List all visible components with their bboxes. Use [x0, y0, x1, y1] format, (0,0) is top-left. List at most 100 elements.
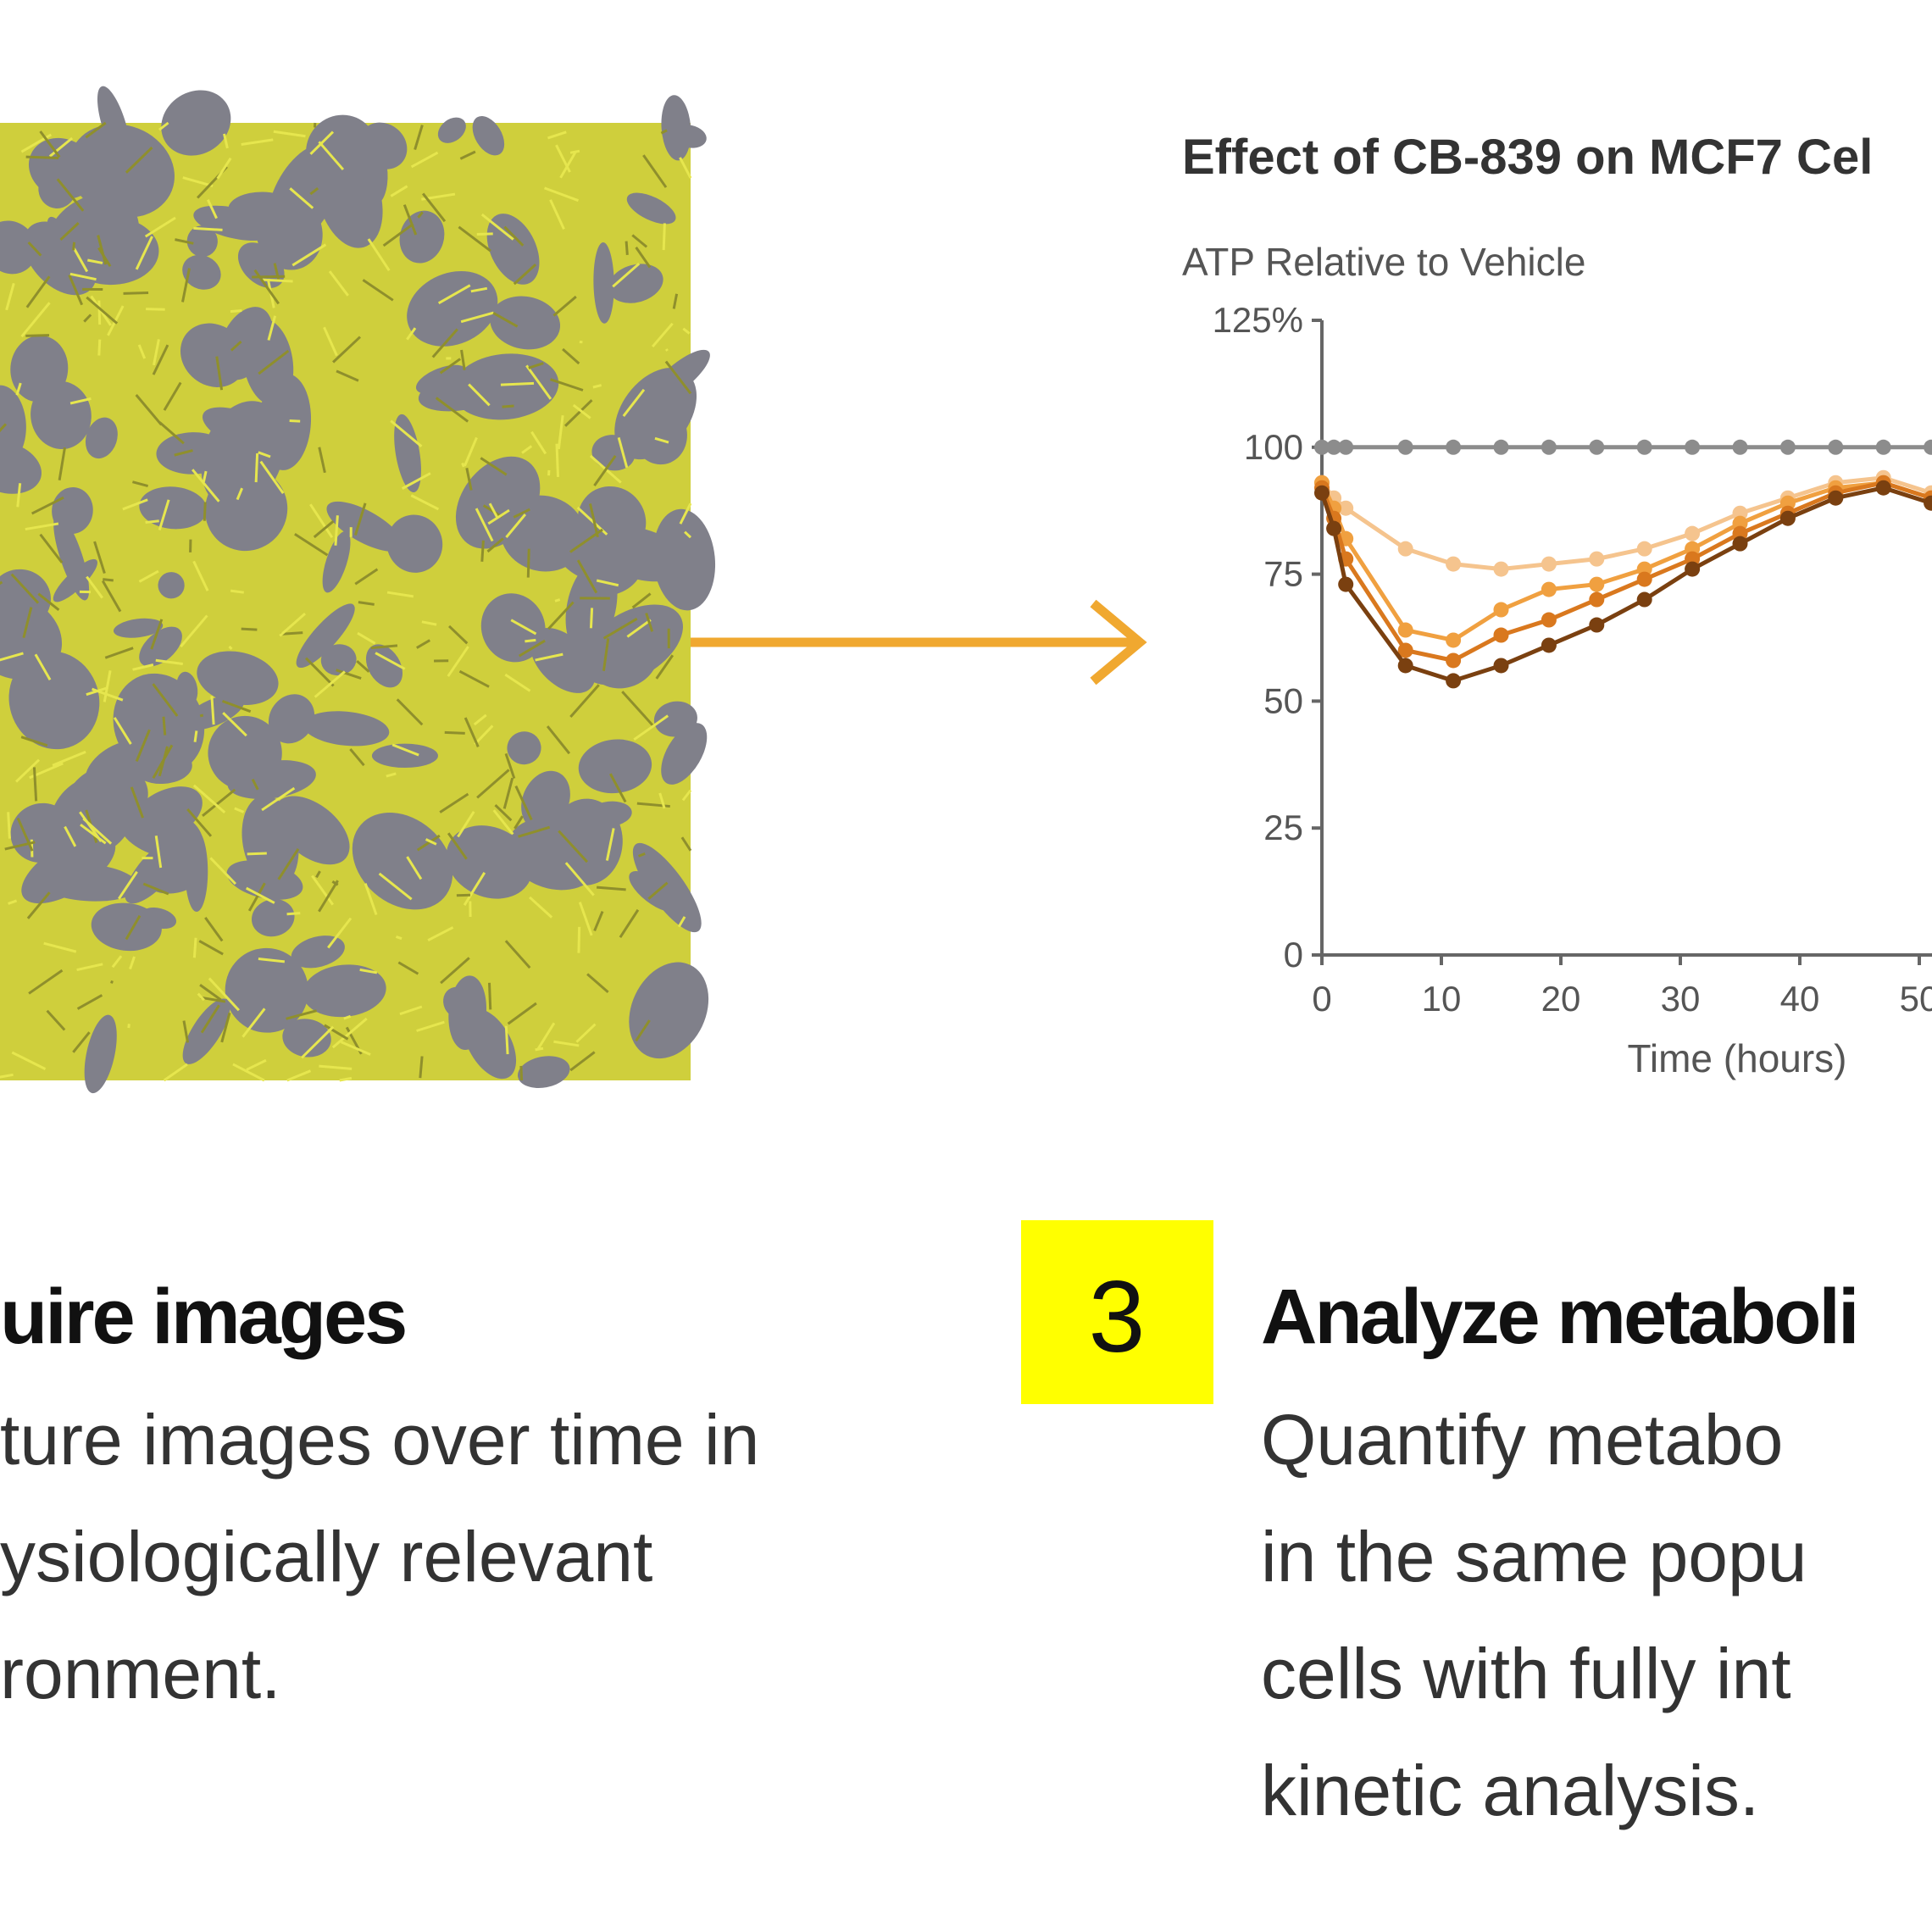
cell-blob [10, 335, 69, 402]
fiber [334, 515, 339, 546]
fiber [549, 199, 565, 230]
y-tick-label: 0 [1284, 935, 1303, 974]
point [1779, 439, 1796, 455]
point [1338, 439, 1354, 455]
fiber [406, 856, 423, 880]
fiber [162, 716, 167, 736]
fiber [677, 916, 686, 928]
fiber [622, 388, 646, 417]
fiber [370, 644, 398, 650]
fiber [246, 886, 275, 904]
point [1397, 541, 1413, 557]
fiber [414, 125, 424, 150]
point [1446, 632, 1462, 648]
fiber [28, 969, 64, 995]
fiber [664, 360, 692, 395]
fiber [596, 886, 626, 891]
fiber [554, 598, 561, 602]
fiber [631, 592, 652, 609]
fiber [0, 1073, 14, 1079]
fiber [525, 364, 552, 400]
cell-blob [204, 468, 288, 552]
fiber [390, 419, 423, 447]
fiber [215, 356, 224, 391]
point [1541, 439, 1557, 455]
fiber [465, 467, 473, 491]
fiber [375, 652, 406, 670]
cell-blob [303, 964, 386, 1018]
fiber [174, 449, 193, 457]
fiber [680, 836, 692, 852]
fiber [390, 185, 408, 197]
fiber [230, 308, 242, 314]
fiber [605, 828, 615, 861]
cell-blob [180, 323, 247, 387]
fiber [528, 362, 544, 369]
fiber [569, 149, 580, 154]
cell-blob [125, 836, 186, 904]
fiber [435, 397, 469, 423]
fiber [200, 996, 226, 1003]
cell-blob [251, 899, 295, 937]
cell-image [0, 86, 716, 1094]
fiber [480, 213, 514, 241]
fiber [564, 399, 593, 427]
fiber [504, 1025, 509, 1055]
fiber [544, 186, 580, 203]
cell-blob [182, 254, 221, 290]
fiber [652, 322, 674, 348]
fiber [555, 443, 560, 478]
fiber [152, 344, 169, 375]
fiber [503, 225, 525, 247]
fiber [267, 315, 277, 341]
point [1685, 439, 1701, 455]
fiber [349, 748, 365, 767]
fiber [473, 713, 487, 726]
fiber [447, 646, 469, 677]
fiber [220, 1012, 231, 1043]
fiber [502, 777, 514, 809]
fiber [241, 627, 258, 631]
step-number-box [1021, 1220, 1213, 1404]
fiber [654, 436, 669, 444]
fiber [135, 729, 151, 762]
cell-blob [225, 947, 308, 1033]
fiber [635, 1019, 651, 1042]
fiber [395, 935, 402, 941]
fiber [186, 808, 213, 837]
fiber [20, 736, 48, 747]
fiber [468, 383, 491, 407]
cell-blob [437, 117, 466, 143]
fiber [101, 580, 122, 613]
fiber [202, 788, 236, 817]
cell-blob [91, 902, 162, 952]
fiber [315, 870, 321, 879]
fiber [34, 653, 52, 681]
fiber [514, 786, 533, 821]
fiber [182, 176, 214, 188]
fiber [286, 1069, 312, 1082]
fiber [635, 247, 652, 269]
fiber [486, 537, 504, 553]
fiber [16, 483, 22, 508]
fiber [228, 645, 233, 651]
cell-blob [448, 975, 487, 1051]
y-tick-label: 125% [1213, 300, 1303, 340]
fiber [11, 1051, 47, 1070]
cell-blob [486, 214, 540, 285]
fiber [439, 792, 469, 813]
point [1397, 622, 1413, 638]
fiber [254, 452, 259, 483]
fiber [69, 397, 92, 405]
cell-blob [186, 225, 218, 258]
fiber [150, 619, 164, 650]
point [1924, 495, 1932, 511]
fiber [457, 810, 475, 838]
fiber [163, 381, 182, 411]
fiber [672, 293, 679, 309]
cell-blob [182, 998, 230, 1064]
fiber [487, 508, 510, 525]
fiber [518, 825, 551, 838]
fiber [519, 1065, 524, 1081]
fiber [135, 236, 153, 270]
